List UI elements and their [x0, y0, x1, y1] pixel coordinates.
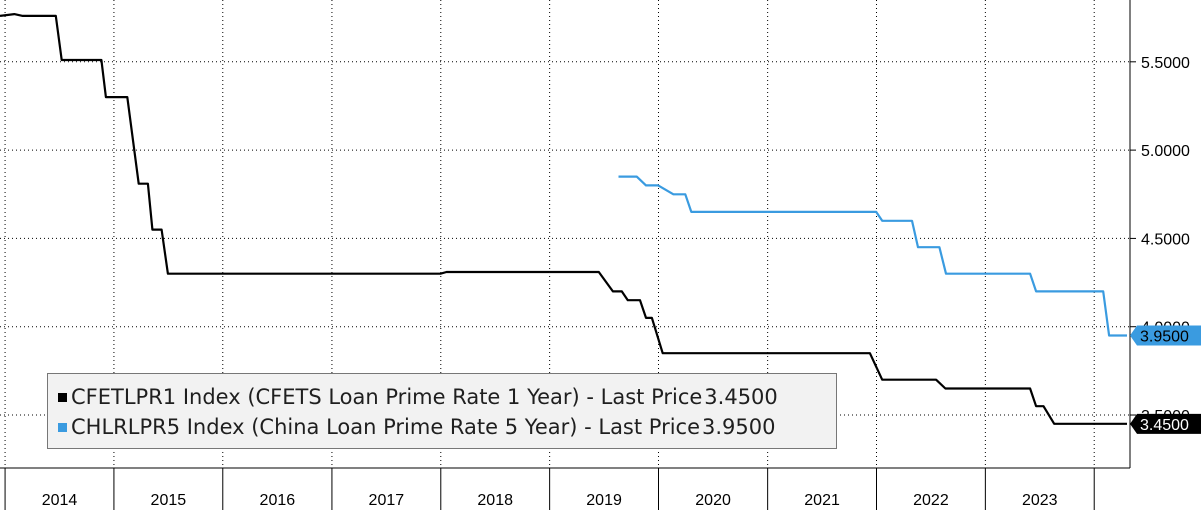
last-price-tag-2 [1130, 325, 1201, 346]
x-axis: 2014 2015 2016 2017 2018 2019 2020 2021 2022 2023 [0, 467, 1130, 510]
series-layer [0, 13, 1127, 425]
last-price-label-2: 3.9500 [1140, 329, 1189, 346]
legend-item-1yr: CFETLPR1 Index (CFETS Loan Prime Rate 1 … [58, 382, 826, 412]
x-tick-label: 2016 [260, 492, 296, 509]
series-line-2 [618, 175, 1127, 337]
x-tick-label: 2019 [586, 492, 622, 509]
x-tick-label: 2017 [369, 492, 405, 509]
last-price-tag-1 [1130, 413, 1201, 434]
legend-price-1yr: 3.4500 [704, 385, 778, 409]
last-price-tags: 3.4500 3.9500 [1130, 325, 1201, 434]
x-tick-label: 2014 [42, 492, 78, 509]
legend-item-5yr: CHLRLPR5 Index (China Loan Prime Rate 5 … [58, 412, 826, 442]
x-tick-label: 2020 [695, 492, 731, 509]
x-tick-label: 2023 [1022, 492, 1058, 509]
y-tick-label: 5.5000 [1141, 55, 1190, 72]
legend-price-5yr: 3.9500 [702, 415, 776, 439]
x-tick-label: 2021 [804, 492, 840, 509]
x-tick-label: 2022 [913, 492, 949, 509]
legend: CFETLPR1 Index (CFETS Loan Prime Rate 1 … [47, 373, 837, 449]
y-tick-label: 4.5000 [1141, 231, 1190, 248]
x-tick-label: 2018 [477, 492, 513, 509]
y-tick-label: 5.0000 [1141, 143, 1190, 160]
series-line-1 [0, 13, 1127, 425]
legend-swatch-1yr [58, 392, 67, 402]
legend-label-1yr: CFETLPR1 Index (CFETS Loan Prime Rate 1 … [71, 385, 703, 409]
x-tick-label: 2015 [151, 492, 187, 509]
legend-swatch-5yr [58, 422, 67, 432]
last-price-label-1: 3.4500 [1140, 417, 1189, 434]
legend-label-5yr: CHLRLPR5 Index (China Loan Prime Rate 5 … [71, 415, 701, 439]
